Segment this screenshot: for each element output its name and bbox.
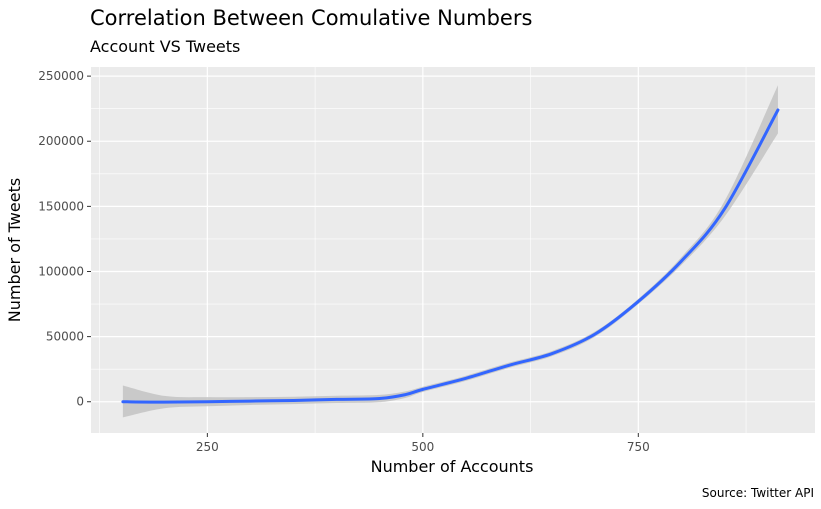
x-tick-label: 750	[627, 440, 650, 454]
y-axis-title: Number of Tweets	[5, 178, 24, 322]
source-caption: Source: Twitter API	[702, 486, 814, 500]
y-tick-label: 50000	[46, 330, 84, 344]
y-tick-label: 250000	[38, 69, 84, 83]
chart-title: Correlation Between Comulative Numbers	[90, 6, 532, 30]
grid-minor	[91, 67, 815, 433]
y-tick-label: 200000	[38, 134, 84, 148]
plot-panel	[91, 67, 815, 433]
trend-line-layer	[121, 108, 780, 404]
chart-subtitle: Account VS Tweets	[90, 37, 240, 56]
y-tick-label: 150000	[38, 199, 84, 213]
x-axis-title: Number of Accounts	[371, 457, 534, 476]
smoothed-trend-line	[121, 108, 780, 404]
x-tick-label: 250	[196, 440, 219, 454]
x-axis-ticks: 250 500 750	[196, 433, 650, 454]
x-tick-label: 500	[411, 440, 434, 454]
y-tick-label: 100000	[38, 264, 84, 278]
y-axis-ticks: 0 50000 100000 150000 200000 250000	[38, 69, 91, 409]
grid-major	[91, 67, 815, 433]
y-tick-label: 0	[76, 395, 84, 409]
